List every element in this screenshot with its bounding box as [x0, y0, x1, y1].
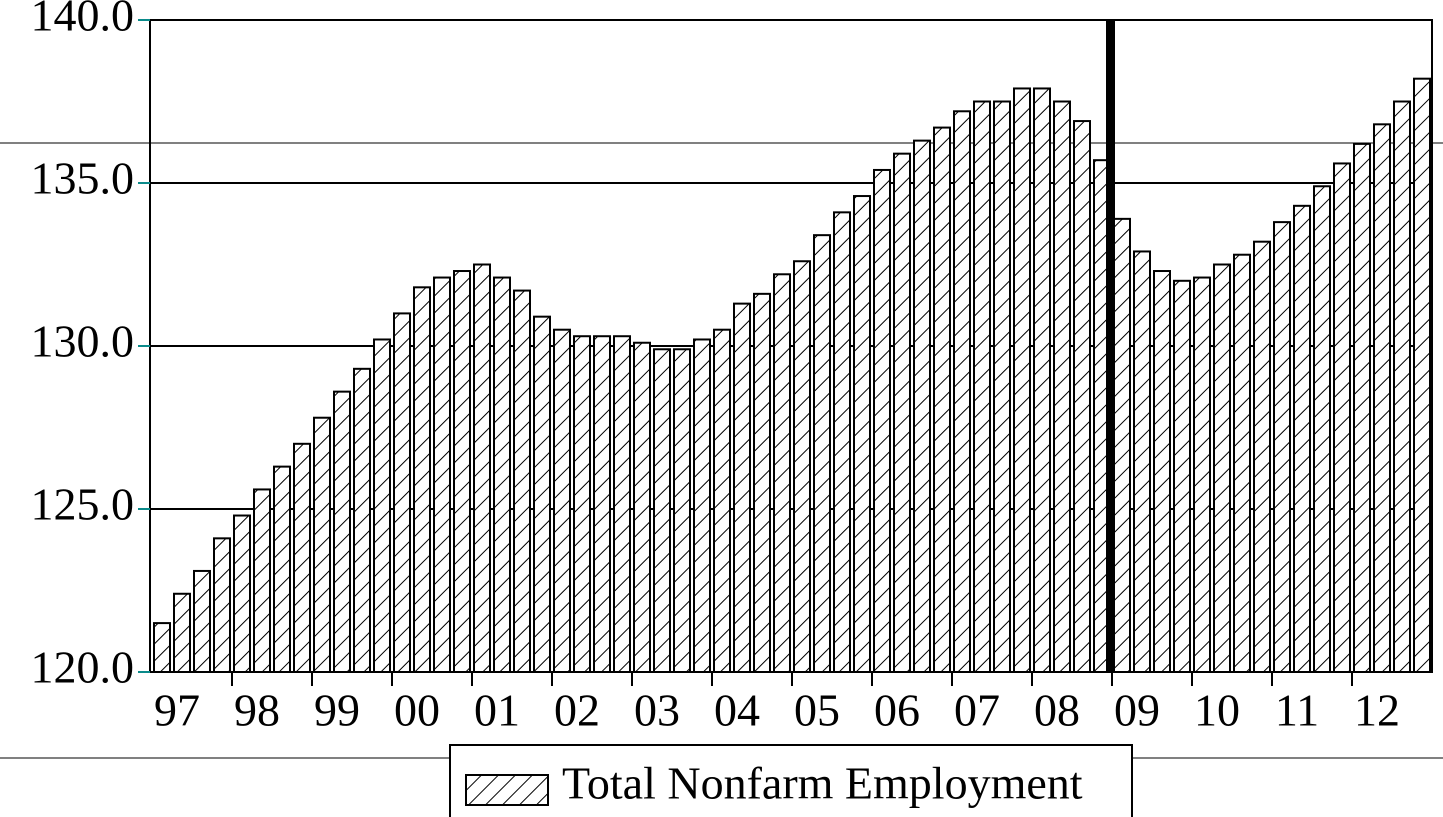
- bar: [553, 328, 571, 673]
- bar: [633, 341, 651, 673]
- bar: [1393, 100, 1411, 673]
- x-tick-label: 03: [634, 685, 680, 736]
- y-tick-label: 125.0: [31, 479, 135, 530]
- x-tick-label: 01: [474, 685, 520, 736]
- bar: [473, 263, 491, 673]
- bar: [733, 302, 751, 673]
- x-tick-label: 12: [1354, 685, 1400, 736]
- bar: [853, 195, 871, 673]
- bar: [613, 335, 631, 673]
- bar: [353, 367, 371, 673]
- bar: [833, 211, 851, 673]
- bar: [273, 465, 291, 673]
- bar: [713, 328, 731, 673]
- bar: [1073, 120, 1091, 673]
- bar: [1353, 142, 1371, 673]
- bar: [213, 537, 231, 674]
- bar: [453, 270, 471, 673]
- bar: [1253, 240, 1271, 673]
- bar: [373, 338, 391, 673]
- bar: [593, 335, 611, 673]
- bar: [193, 569, 211, 673]
- bar: [433, 276, 451, 673]
- bar: [153, 622, 171, 673]
- y-tick-label: 135.0: [31, 153, 135, 204]
- y-tick-label: 120.0: [31, 642, 135, 693]
- bar: [293, 442, 311, 673]
- bar: [173, 592, 191, 674]
- bar: [573, 335, 591, 673]
- bar: [993, 100, 1011, 673]
- x-tick-label: 09: [1114, 685, 1160, 736]
- bar: [1373, 123, 1391, 673]
- bar: [913, 139, 931, 673]
- bar: [1113, 217, 1131, 674]
- bar: [653, 348, 671, 673]
- x-tick-label: 02: [554, 685, 600, 736]
- bar: [673, 348, 691, 673]
- bar: [693, 338, 711, 673]
- bar: [393, 312, 411, 673]
- bar: [1233, 253, 1251, 673]
- x-tick-label: 11: [1275, 685, 1319, 736]
- x-tick-label: 07: [954, 685, 1000, 736]
- bar: [1133, 250, 1151, 674]
- bar: [773, 273, 791, 673]
- bar: [1273, 221, 1291, 673]
- bar: [1033, 87, 1051, 673]
- bar: [1413, 77, 1431, 674]
- bar: [933, 126, 951, 673]
- x-tick-label: 00: [394, 685, 440, 736]
- bar: [873, 168, 891, 674]
- bar: [1333, 162, 1351, 673]
- legend: [449, 744, 1133, 817]
- x-tick-label: 10: [1194, 685, 1240, 736]
- legend-swatch: [465, 774, 549, 806]
- x-tick-label: 04: [714, 685, 760, 736]
- bar: [893, 152, 911, 674]
- bar: [973, 100, 991, 673]
- bar: [1173, 279, 1191, 673]
- x-tick-label: 06: [874, 685, 920, 736]
- marker-line: [1106, 20, 1115, 672]
- bar: [1193, 276, 1211, 673]
- x-tick-label: 05: [794, 685, 840, 736]
- bar: [313, 416, 331, 673]
- x-tick-label: 97: [154, 685, 200, 736]
- bar: [413, 286, 431, 673]
- bar: [1013, 87, 1031, 673]
- bar: [513, 289, 531, 673]
- bar: [253, 488, 271, 673]
- x-tick-label: 08: [1034, 685, 1080, 736]
- bar: [1293, 204, 1311, 673]
- bar: [1153, 270, 1171, 673]
- bar: [493, 276, 511, 673]
- y-tick-label: 140.0: [31, 0, 135, 41]
- y-tick-label: 130.0: [31, 316, 135, 367]
- bar: [793, 260, 811, 673]
- bar: [1213, 263, 1231, 673]
- bar: [1053, 100, 1071, 673]
- bar: [1313, 185, 1331, 673]
- bar: [753, 292, 771, 673]
- bar: [233, 514, 251, 674]
- bar: [333, 390, 351, 673]
- bar: [533, 315, 551, 673]
- x-tick-label: 98: [234, 685, 280, 736]
- legend-label: Total Nonfarm Employment: [562, 758, 1083, 809]
- x-tick-label: 99: [314, 685, 360, 736]
- bar: [813, 234, 831, 673]
- bar: [953, 110, 971, 673]
